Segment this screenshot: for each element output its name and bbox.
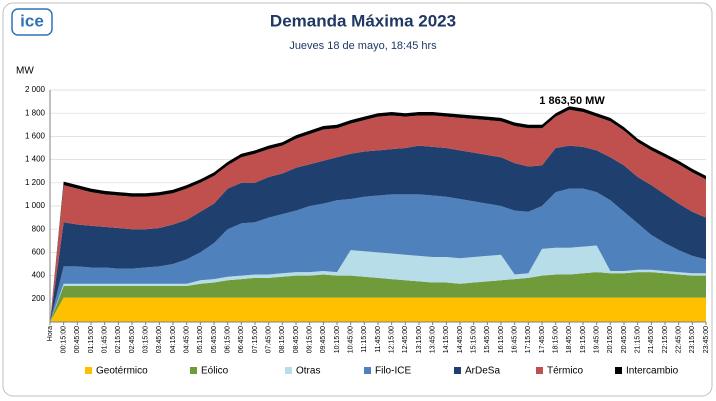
- area-3: [50, 188, 706, 322]
- legend-label: Otras: [296, 366, 320, 377]
- legend-swatch: [85, 367, 92, 374]
- y-tick-label: 200: [32, 294, 46, 303]
- x-tick-label: 05:45:00: [211, 326, 218, 353]
- legend-label: Intercambio: [626, 366, 679, 377]
- x-tick-label: 18:45:00: [566, 326, 573, 353]
- x-tick-label: 08:45:00: [293, 326, 300, 353]
- x-tick-label: 11:45:00: [375, 326, 382, 353]
- x-tick-label: 02:45:00: [129, 326, 136, 353]
- x-tick-label: 09:15:00: [307, 326, 314, 353]
- legend-swatch: [364, 367, 371, 374]
- x-tick-label: 21:15:00: [635, 326, 642, 353]
- y-tick-label: 1 000: [25, 201, 46, 210]
- x-tick-label: 23:15:00: [689, 326, 696, 353]
- x-tick-label: 07:45:00: [266, 326, 273, 353]
- x-tick-label: 01:45:00: [102, 326, 109, 353]
- x-tick-label: 00:45:00: [74, 326, 81, 353]
- x-tick-label: 06:45:00: [238, 326, 245, 353]
- x-tick-label: 01:15:00: [88, 326, 95, 353]
- legend-label: Filo-ICE: [375, 366, 411, 377]
- legend-swatch: [190, 367, 197, 374]
- x-tick-label: 04:45:00: [184, 326, 191, 353]
- y-tick-label: 1 200: [25, 178, 46, 187]
- x-tick-label: 08:15:00: [279, 326, 286, 353]
- x-tick-label: 00:15:00: [61, 326, 68, 353]
- x-tick-label: 14:15:00: [443, 326, 450, 353]
- x-tick-label: 06:15:00: [225, 326, 232, 353]
- y-tick-label: 800: [32, 224, 46, 233]
- logo-box: [11, 8, 53, 36]
- x-tick-label: 03:15:00: [143, 326, 150, 353]
- chart-title: Demanda Máxima 2023: [270, 11, 456, 30]
- x-tick-label: 04:15:00: [170, 326, 177, 353]
- x-tick-label: 09:45:00: [320, 326, 327, 353]
- x-tick-label: 23:45:00: [703, 326, 710, 353]
- area-1: [50, 272, 706, 322]
- y-tick-label: 1 800: [25, 108, 46, 117]
- logo: ice: [20, 11, 44, 30]
- x-tick-label: 15:45:00: [484, 326, 491, 353]
- x-tick-label: 11:15:00: [361, 326, 368, 353]
- legend-swatch: [285, 367, 292, 374]
- legend-swatch: [536, 367, 543, 374]
- x-tick-label: 03:45:00: [156, 326, 163, 353]
- y-tick-label: 400: [32, 271, 46, 280]
- x-tick-label: Hora: [47, 326, 54, 341]
- y-tick-label: 1 600: [25, 132, 46, 141]
- y-tick-label: 1 400: [25, 155, 46, 164]
- x-tick-label: 21:45:00: [648, 326, 655, 353]
- x-tick-label: 16:45:00: [512, 326, 519, 353]
- x-tick-label: 17:15:00: [525, 326, 532, 353]
- x-tick-label: 12:15:00: [389, 326, 396, 353]
- legend-label: Eólico: [201, 366, 229, 377]
- x-tick-label: 22:15:00: [662, 326, 669, 353]
- y-tick-label: 2 000: [25, 85, 46, 94]
- legend-swatch: [454, 367, 461, 374]
- x-tick-label: 15:15:00: [471, 326, 478, 353]
- x-tick-label: 20:15:00: [607, 326, 614, 353]
- chart-subtitle: Jueves 18 de mayo, 18:45 hrs: [289, 40, 437, 52]
- x-tick-label: 02:15:00: [115, 326, 122, 353]
- x-tick-label: 13:45:00: [430, 326, 437, 353]
- x-tick-label: 12:45:00: [402, 326, 409, 353]
- x-tick-label: 19:45:00: [594, 326, 601, 353]
- area-2: [50, 245, 706, 322]
- x-tick-label: 10:15:00: [334, 326, 341, 353]
- x-tick-label: 10:45:00: [348, 326, 355, 353]
- x-tick-label: 20:45:00: [621, 326, 628, 353]
- x-tick-label: 22:45:00: [676, 326, 683, 353]
- x-tick-label: 16:15:00: [498, 326, 505, 353]
- y-tick-label: 600: [32, 248, 46, 257]
- x-tick-label: 14:45:00: [457, 326, 464, 353]
- x-tick-label: 13:15:00: [416, 326, 423, 353]
- peak-annotation: 1 863,50 MW: [539, 95, 605, 107]
- x-tick-label: 05:15:00: [197, 326, 204, 353]
- area-5: [50, 109, 706, 322]
- y-axis-label: MW: [16, 66, 34, 77]
- legend-swatch: [615, 367, 622, 374]
- legend-label: Geotérmico: [96, 366, 148, 377]
- x-tick-label: 07:15:00: [252, 326, 259, 353]
- area-0: [50, 297, 706, 322]
- x-tick-label: 19:15:00: [580, 326, 587, 353]
- x-tick-label: 18:15:00: [553, 326, 560, 353]
- x-tick-label: 17:45:00: [539, 326, 546, 353]
- area-4: [50, 145, 706, 322]
- legend-label: ArDeSa: [465, 366, 500, 377]
- legend-label: Térmico: [547, 366, 584, 377]
